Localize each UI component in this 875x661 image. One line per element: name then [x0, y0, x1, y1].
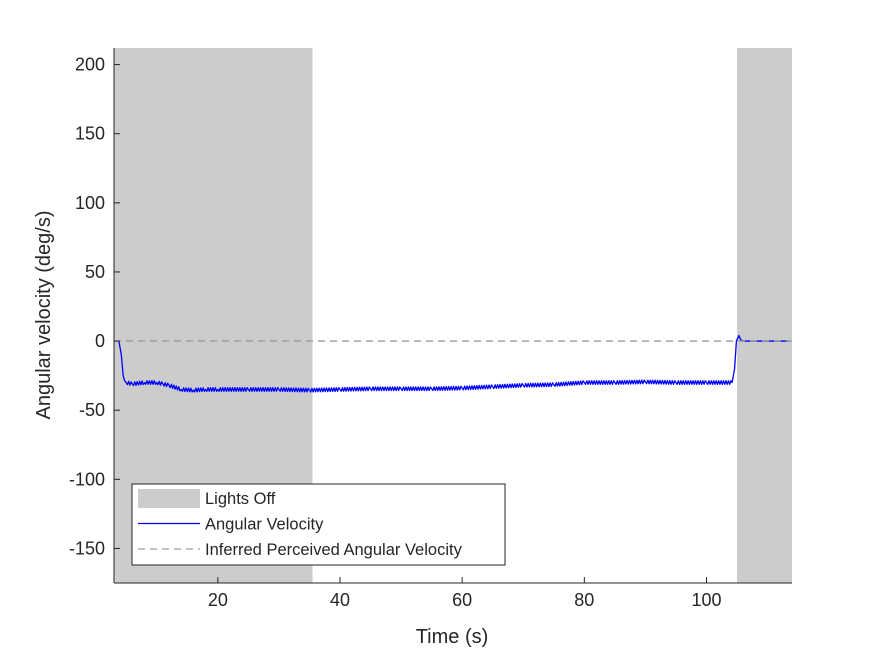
- y-tick-label: -100: [69, 469, 105, 489]
- shaded-region-2: [737, 48, 792, 583]
- y-axis-label: Angular velocity (deg/s): [33, 211, 55, 420]
- legend: Lights Off Angular Velocity Inferred Perce…: [131, 483, 506, 566]
- y-tick-label: 100: [75, 193, 105, 213]
- x-tick-label: 40: [330, 590, 350, 610]
- x-tick-label: 100: [691, 590, 721, 610]
- legend-label-angular-velocity: Angular Velocity: [205, 516, 324, 534]
- y-tick-label: -50: [79, 400, 105, 420]
- y-tick-label: 50: [85, 262, 105, 282]
- y-tick-label: 150: [75, 124, 105, 144]
- axes: [113, 48, 792, 584]
- y-tick-label: 200: [75, 55, 105, 75]
- x-tick-label: 20: [208, 590, 228, 610]
- legend-label-inferred-perceived-angular-velocity: Inferred Perceived Angular Velocity: [205, 541, 463, 559]
- series-line-angular-velocity: [118, 334, 789, 393]
- legend-label-lights-off: Lights Off: [205, 490, 276, 508]
- x-axis-label: Time (s): [416, 626, 489, 648]
- tick-labels: 20 40 60 80 100 -150 -100 -50 0 50 100 150 200: [69, 55, 722, 610]
- legend-swatch-lights-off: [138, 489, 200, 508]
- x-tick-label: 60: [452, 590, 472, 610]
- series-lines: [114, 334, 792, 393]
- y-tick-label: -150: [69, 538, 105, 558]
- x-tick-label: 80: [574, 590, 594, 610]
- y-tick-label: 0: [95, 331, 105, 351]
